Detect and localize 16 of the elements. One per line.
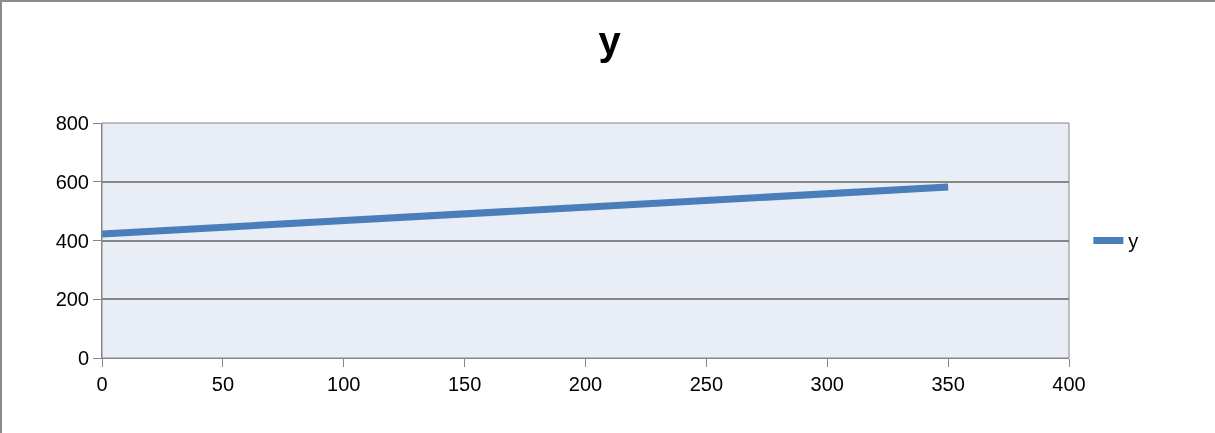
y-tick-label: 400 bbox=[55, 229, 89, 252]
y-tick-label: 800 bbox=[55, 112, 89, 134]
x-tick-label: 300 bbox=[810, 373, 844, 395]
x-tick-label: 250 bbox=[689, 373, 724, 395]
x-tick-label: 350 bbox=[931, 373, 965, 395]
x-tick-label: 400 bbox=[1052, 373, 1086, 395]
x-tick-label: 50 bbox=[211, 373, 235, 395]
x-tick-label: 200 bbox=[568, 373, 603, 395]
x-tick-label: 0 bbox=[96, 373, 108, 395]
legend-label: y bbox=[1128, 230, 1139, 253]
x-tick-label: 150 bbox=[447, 373, 482, 395]
y-tick-label: 0 bbox=[77, 347, 89, 369]
x-tick-label: 100 bbox=[327, 373, 361, 395]
chart-title: y bbox=[598, 18, 622, 63]
y-tick-label: 600 bbox=[55, 170, 89, 193]
y-tick-label: 200 bbox=[55, 288, 89, 311]
